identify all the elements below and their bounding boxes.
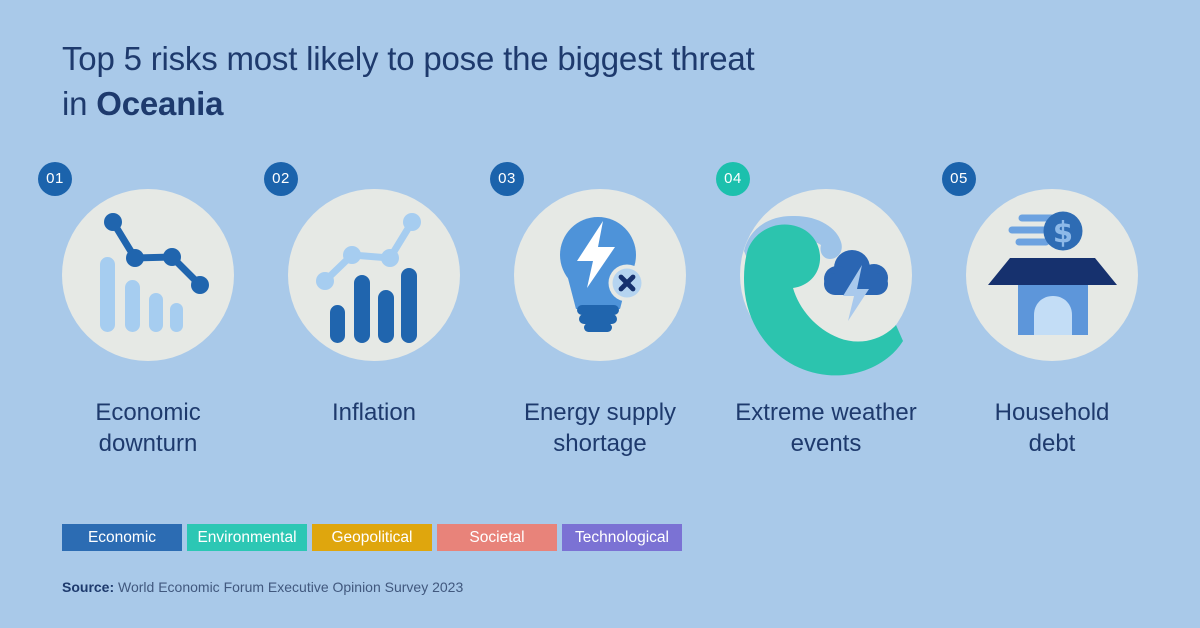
rank-badge: 04 (716, 162, 750, 196)
svg-text:$: $ (1053, 216, 1073, 250)
lightning-bolt (843, 265, 869, 321)
legend-item-environmental: Environmental (187, 524, 307, 551)
rising-bar-chart-icon (288, 189, 460, 361)
source-note: Source: World Economic Forum Executive O… (62, 579, 463, 595)
house-door (1034, 296, 1072, 335)
risk-label: Energy supply shortage (523, 399, 677, 457)
page-title: Top 5 risks most likely to pose the bigg… (62, 36, 755, 126)
risk-label: Extreme weather events (735, 399, 917, 457)
legend-item-geopolitical: Geopolitical (312, 524, 432, 551)
dollar-coin (1043, 211, 1083, 251)
legend-item-economic: Economic (62, 524, 182, 551)
rank-badge: 01 (38, 162, 72, 196)
rank-badge: 02 (264, 162, 298, 196)
speed-lines (1008, 214, 1056, 246)
source-prefix: Source: (62, 579, 115, 595)
title-region: Oceania (96, 85, 224, 122)
legend-item-technological: Technological (562, 524, 682, 551)
house-roof (988, 258, 1117, 285)
house-coin-icon: $ (966, 189, 1138, 361)
rank-badge: 03 (490, 162, 524, 196)
risk-label: Inflation (331, 399, 417, 426)
risk-label: Household debt (994, 399, 1110, 457)
lightbulb-cross-icon (514, 189, 686, 361)
rank-badge: 05 (942, 162, 976, 196)
title-line-2: in Oceania (62, 85, 224, 122)
declining-bar-chart-icon (62, 189, 234, 361)
wave-storm-cloud-icon (740, 189, 912, 376)
cross-icon (618, 274, 636, 292)
category-legend: Economic Environmental Geopolitical Soci… (62, 524, 682, 551)
legend-item-societal: Societal (437, 524, 557, 551)
risk-label: Economic downturn (95, 399, 201, 457)
title-line-1: Top 5 risks most likely to pose the bigg… (62, 40, 755, 77)
source-text: World Economic Forum Executive Opinion S… (114, 579, 464, 595)
